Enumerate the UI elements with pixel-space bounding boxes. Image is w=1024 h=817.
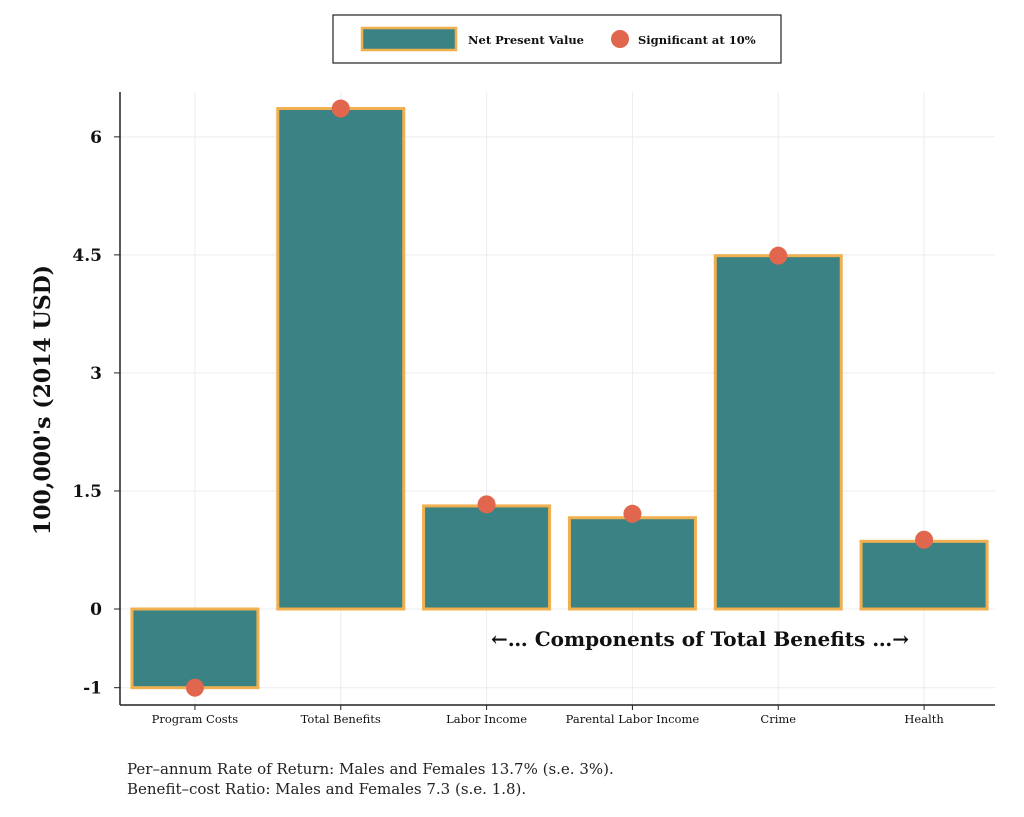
x-tick-label: Labor Income [446, 712, 527, 726]
significance-dot [185, 678, 204, 697]
x-tick-label: Health [904, 712, 944, 726]
bar-health [859, 539, 989, 611]
legend-swatch-npv [360, 26, 458, 52]
y-tick-label: -1 [83, 679, 102, 699]
significance-dot [623, 504, 642, 523]
significance-dot [331, 99, 350, 118]
significance-dot [769, 246, 788, 265]
bar-crime [713, 254, 843, 611]
bar-program-costs [130, 607, 260, 690]
footnote-benefit-cost: Benefit–cost Ratio: Males and Females 7.… [127, 780, 527, 798]
bar-labor-income [422, 504, 552, 611]
significance-dot [915, 530, 934, 549]
components-annotation: ←… Components of Total Benefits …→ [491, 627, 909, 651]
y-tick-label: 6 [90, 128, 102, 148]
y-tick-label: 4.5 [72, 246, 102, 266]
significance-dot [477, 495, 496, 514]
x-tick-label: Crime [760, 712, 796, 726]
legend-label-significant: Significant at 10% [638, 33, 756, 47]
y-tick-label: 1.5 [72, 482, 102, 502]
x-tick-label: Parental Labor Income [566, 712, 700, 726]
x-tick-label: Program Costs [152, 712, 239, 726]
bar-parental-labor-income [567, 516, 697, 611]
y-tick-label: 3 [90, 364, 102, 384]
bar-total-benefits [276, 107, 406, 611]
footnote-rate-of-return: Per–annum Rate of Return: Males and Fema… [127, 760, 614, 778]
x-tick-label: Total Benefits [301, 712, 381, 726]
y-tick-label: 0 [90, 600, 102, 620]
y-axis-label: 100,000's (2014 USD) [30, 265, 56, 535]
legend-label-npv: Net Present Value [468, 33, 584, 47]
legend-swatch-significant [611, 30, 629, 48]
